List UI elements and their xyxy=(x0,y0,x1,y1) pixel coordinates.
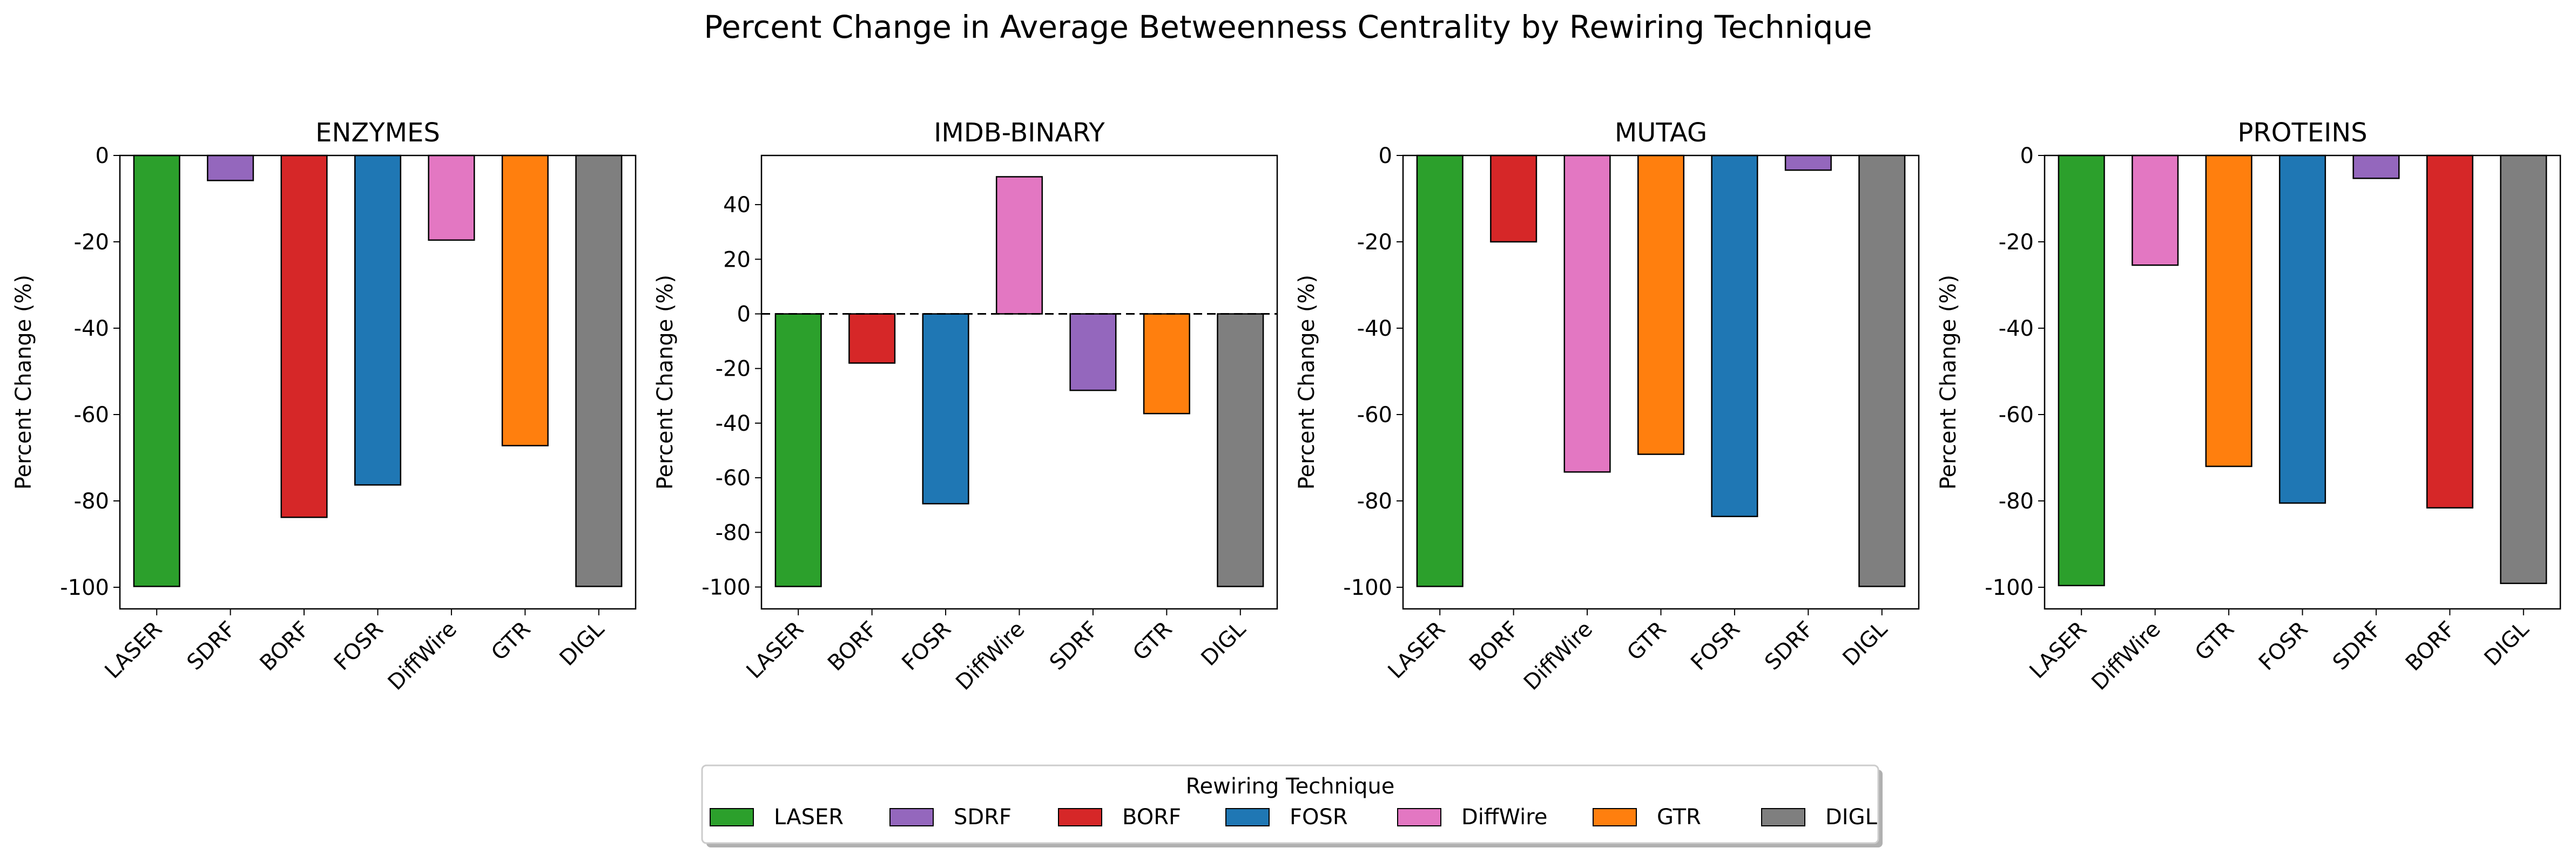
y-tick-label: -80 xyxy=(716,520,751,545)
legend-swatch-digl xyxy=(1761,808,1805,826)
y-axis-label: Percent Change (%) xyxy=(1294,275,1319,490)
legend-swatch-gtr xyxy=(1593,808,1637,826)
bar-borf xyxy=(848,313,896,364)
plot-frame xyxy=(119,154,637,610)
bar-gtr xyxy=(2205,154,2253,467)
bar-fosr xyxy=(1711,154,1758,518)
bar-borf xyxy=(1490,154,1537,243)
y-tick-label: 0 xyxy=(96,144,109,168)
y-tick-label: -100 xyxy=(702,575,751,600)
legend-label: GTR xyxy=(1657,805,1701,830)
bar-gtr xyxy=(1637,154,1685,455)
y-tick-label: 40 xyxy=(723,193,751,218)
plot-frame xyxy=(760,154,1278,610)
panel-title: PROTEINS xyxy=(2237,118,2367,148)
y-tick-label: -100 xyxy=(60,575,109,600)
y-tick-label: -20 xyxy=(74,230,109,255)
legend-title: Rewiring Technique xyxy=(1186,774,1395,799)
chart-panel-proteins: PROTEINS Percent Change (%) 0 -20 -40 -60 -80 -… xyxy=(1936,118,2561,695)
panel-title: MUTAG xyxy=(1615,118,1707,148)
y-tick-label: -40 xyxy=(1357,316,1392,341)
bar-sdrf xyxy=(207,154,254,181)
y-tick-label: 0 xyxy=(1379,144,1392,168)
legend-swatch-borf xyxy=(1058,808,1102,826)
bar-borf xyxy=(2426,154,2473,509)
plot-frame xyxy=(2044,154,2561,610)
bar-laser xyxy=(2058,154,2105,587)
bar-digl xyxy=(1217,313,1264,587)
y-tick-label: 20 xyxy=(723,247,751,272)
legend-label: DIGL xyxy=(1825,805,1878,830)
figure-title: Percent Change in Average Betweenness Ce… xyxy=(704,9,1872,45)
bar-borf xyxy=(280,154,328,518)
bar-fosr xyxy=(922,313,969,505)
bar-laser xyxy=(1416,154,1464,587)
bar-laser xyxy=(133,154,180,587)
bar-laser xyxy=(774,313,822,587)
y-axis-label: Percent Change (%) xyxy=(11,275,36,490)
y-tick-label: -100 xyxy=(1343,575,1392,600)
y-tick-label: -80 xyxy=(1999,489,2034,514)
legend-label: SDRF xyxy=(954,805,1011,830)
legend-swatch-fosr xyxy=(1225,808,1270,826)
y-axis-label: Percent Change (%) xyxy=(1936,275,1961,490)
plot-frame xyxy=(1402,154,1920,610)
bar-diffwire xyxy=(428,154,475,241)
legend-label: FOSR xyxy=(1290,805,1348,830)
bar-gtr xyxy=(501,154,549,446)
legend: Rewiring Technique LASER SDRF BORF FOSR DiffW… xyxy=(701,764,1883,847)
y-tick-label: -80 xyxy=(1357,489,1392,514)
y-tick-label: -40 xyxy=(716,411,751,436)
y-tick-label: -40 xyxy=(74,316,109,341)
legend-label: LASER xyxy=(774,805,844,830)
bar-fosr xyxy=(354,154,402,486)
y-tick-label: 0 xyxy=(737,302,751,327)
bar-digl xyxy=(575,154,623,587)
bar-diffwire xyxy=(995,176,1043,315)
y-tick-label: 0 xyxy=(2020,144,2034,168)
legend-label: BORF xyxy=(1122,805,1181,830)
legend-swatch-laser xyxy=(710,808,754,826)
bar-sdrf xyxy=(1069,313,1117,391)
y-tick-label: -20 xyxy=(716,357,751,382)
y-tick-label: -60 xyxy=(716,466,751,491)
bar-fosr xyxy=(2278,154,2327,504)
legend-swatch-sdrf xyxy=(889,808,934,826)
legend-swatch-diffwire xyxy=(1397,808,1441,826)
y-tick-label: -60 xyxy=(74,403,109,428)
y-tick-label: -80 xyxy=(74,489,109,514)
y-tick-label: -60 xyxy=(1357,403,1392,428)
y-axis-label: Percent Change (%) xyxy=(653,275,678,490)
bar-diffwire xyxy=(1563,154,1611,473)
bar-gtr xyxy=(1143,313,1190,415)
bar-digl xyxy=(1858,154,1906,587)
legend-label: DiffWire xyxy=(1461,805,1547,830)
bar-digl xyxy=(2500,154,2547,585)
y-tick-label: -100 xyxy=(1985,575,2034,600)
panel-title: ENZYMES xyxy=(315,118,440,148)
legend-box xyxy=(701,764,1879,844)
bar-sdrf xyxy=(2352,154,2400,179)
panel-title: IMDB-BINARY xyxy=(934,118,1105,148)
y-tick-label: -20 xyxy=(1357,230,1392,255)
bar-diffwire xyxy=(2132,154,2179,266)
y-tick-label: -40 xyxy=(1999,316,2034,341)
y-tick-label: -20 xyxy=(1999,230,2034,255)
y-tick-label: -60 xyxy=(1999,403,2034,428)
bar-sdrf xyxy=(1784,154,1832,171)
